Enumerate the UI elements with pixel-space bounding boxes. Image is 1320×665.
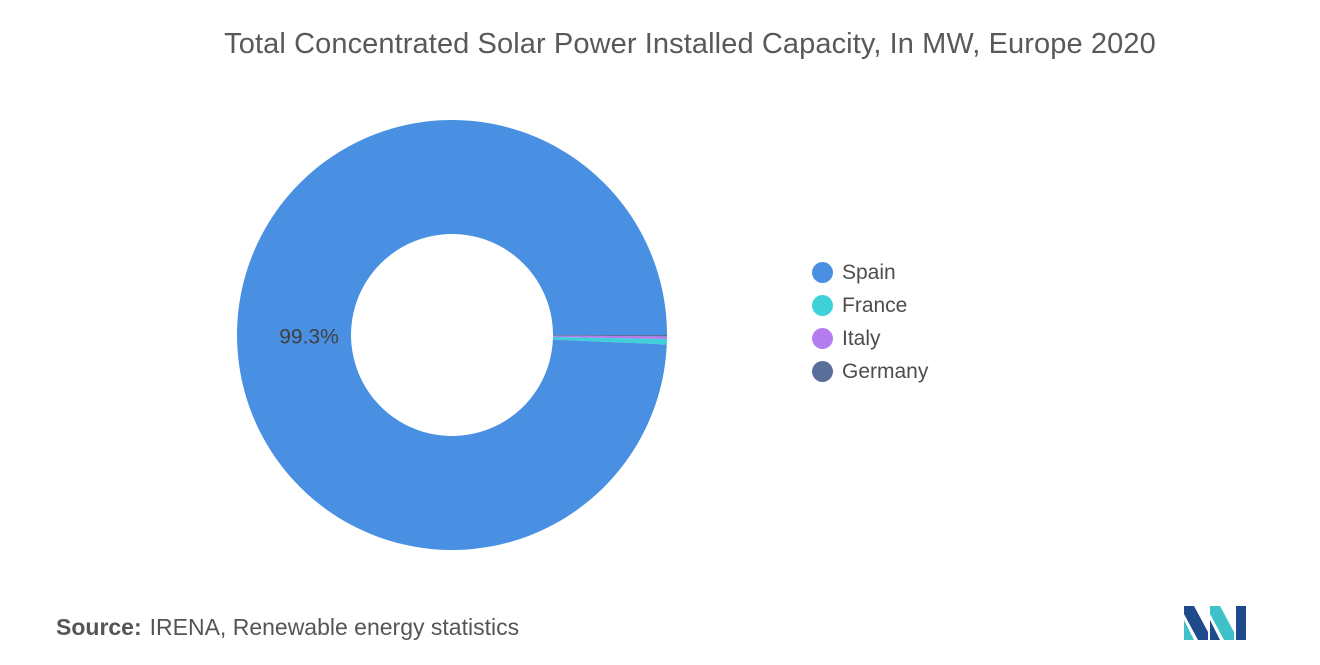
donut-slice-france[interactable] [552,336,667,345]
legend-swatch-spain [812,262,833,283]
chart-title: Total Concentrated Solar Power Installed… [224,28,1156,60]
logo-shape-mid-a [1184,620,1194,640]
logo-shape-left [1184,606,1208,640]
donut-slice-italy[interactable] [552,335,667,340]
legend-swatch-france [812,295,833,316]
data-label-spain: 99.3% [279,326,339,349]
logo-shape-mid-b [1210,606,1234,640]
mordor-intelligence-logo-icon [1184,606,1246,640]
chart-legend: Spain France Italy Germany [812,256,928,388]
legend-label-france: France [842,293,908,317]
logo-shape-right [1236,606,1246,640]
legend-swatch-germany [812,361,833,382]
legend-label-italy: Italy [842,326,881,350]
legend-item-germany[interactable]: Germany [812,355,928,388]
source-label: Source: [56,614,142,640]
donut-slice-germany[interactable] [552,335,667,337]
legend-item-france[interactable]: France [812,289,928,322]
source-text: IRENA, Renewable energy statistics [149,614,520,640]
legend-label-germany: Germany [842,359,929,383]
donut-slice-spain[interactable] [236,119,667,550]
legend-item-spain[interactable]: Spain [812,256,928,289]
legend-item-italy[interactable]: Italy [812,322,928,355]
legend-swatch-italy [812,328,833,349]
logo-shape-mid-c [1210,620,1220,640]
legend-label-spain: Spain [842,260,896,284]
source-note: Source: IRENA, Renewable energy statistic… [56,614,519,641]
